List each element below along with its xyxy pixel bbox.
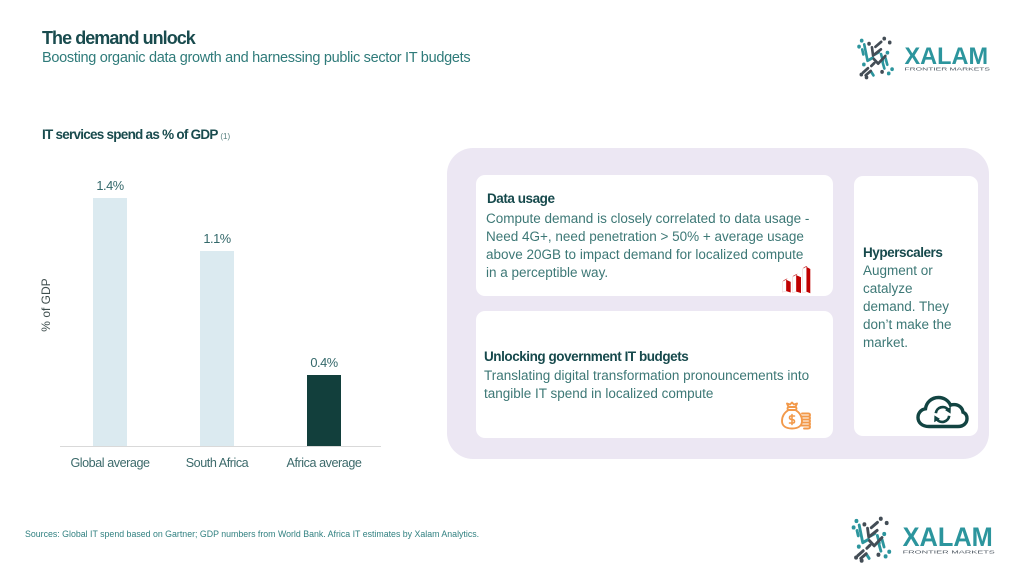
svg-text:FRONTIER MARKETS: FRONTIER MARKETS [903,549,997,555]
svg-text:XALAM: XALAM [905,43,989,70]
svg-text:XALAM: XALAM [903,522,993,552]
svg-text:FRONTIER MARKETS: FRONTIER MARKETS [905,67,991,72]
